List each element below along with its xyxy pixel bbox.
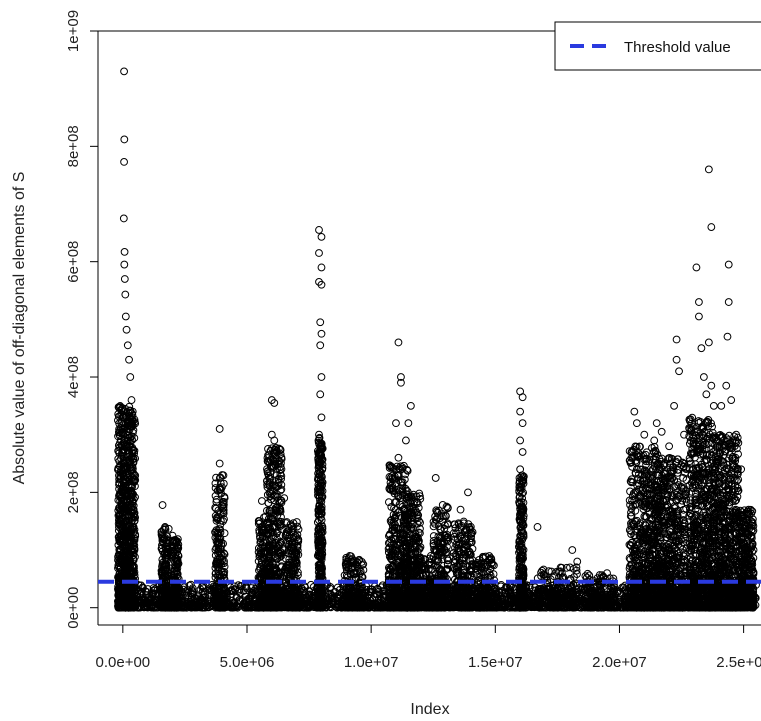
data-point — [378, 581, 387, 590]
data-points — [114, 67, 760, 612]
